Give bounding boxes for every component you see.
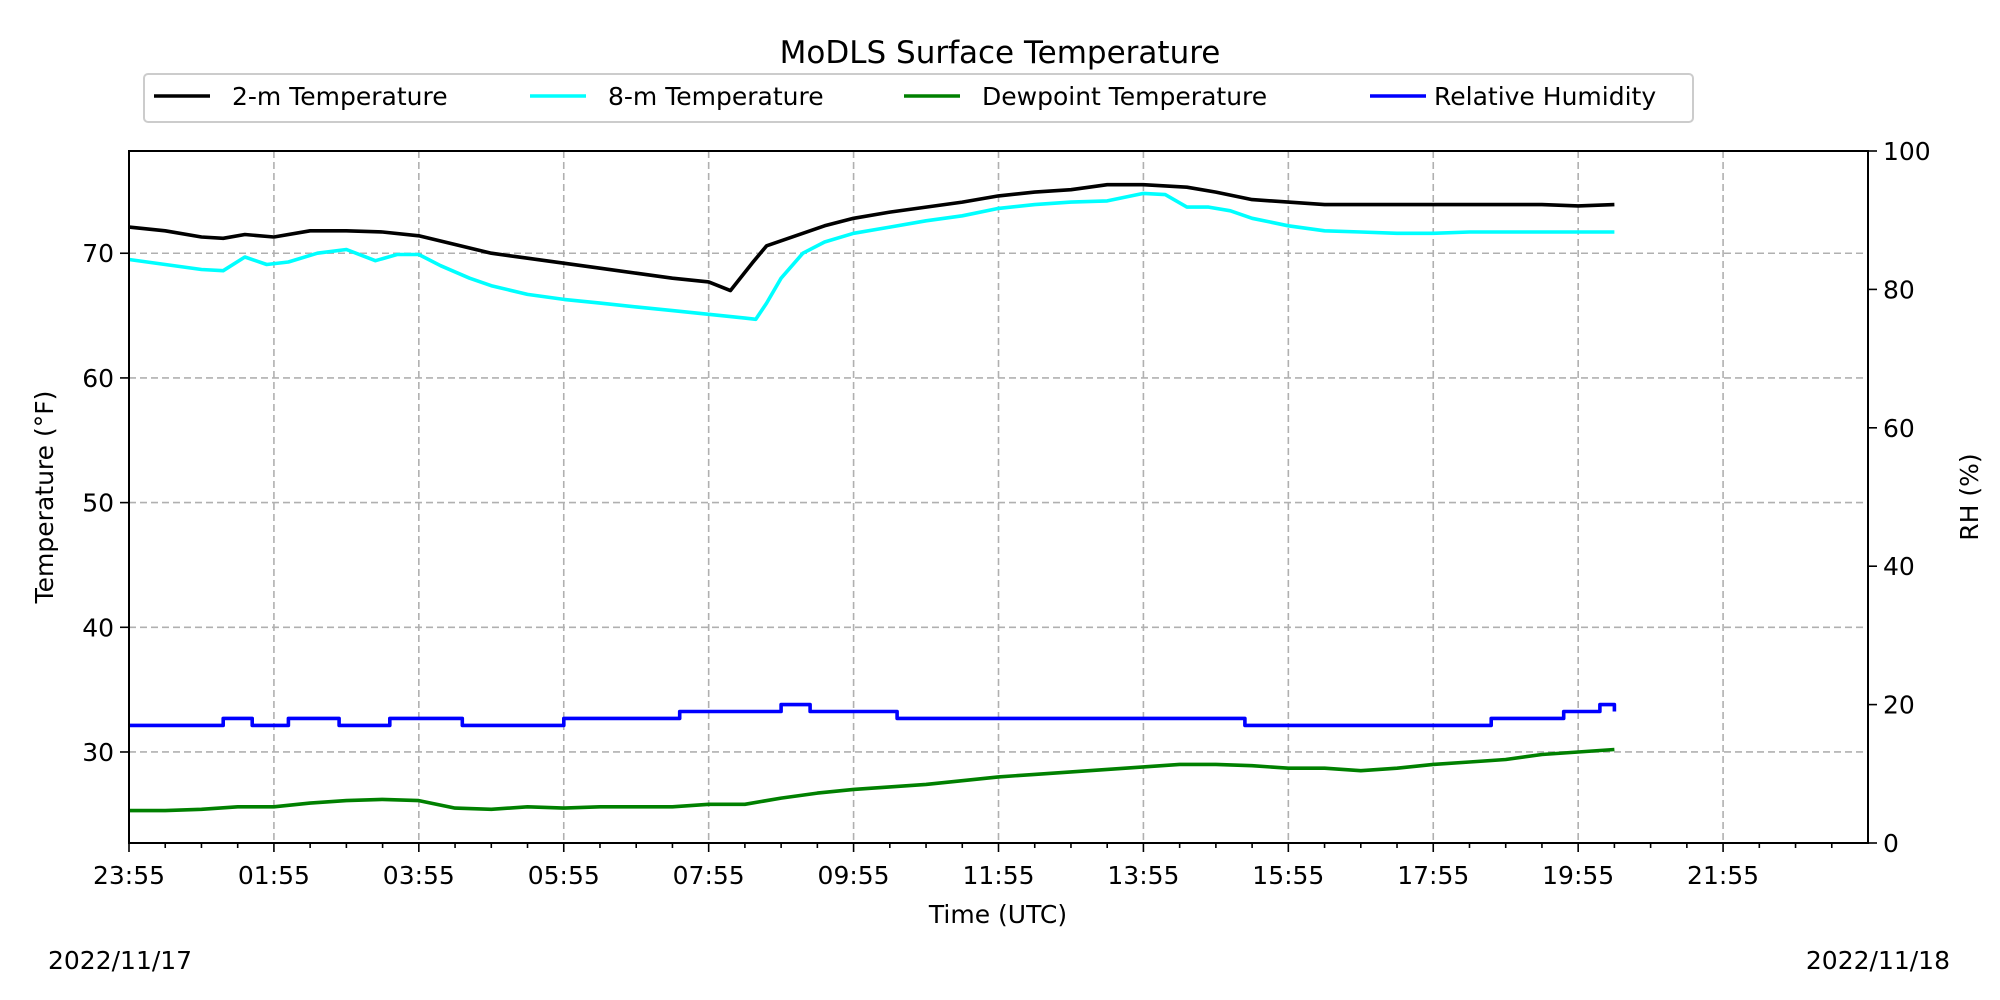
y2-tick-label: 100 <box>1883 137 1931 166</box>
y-tick-label: 30 <box>82 738 114 767</box>
series-line-2-m-temperature <box>128 182 1615 293</box>
legend-label-rh: Relative Humidity <box>1434 82 1656 111</box>
y-axis-label: Temperature (°F) <box>30 391 59 605</box>
start-date-label: 2022/11/17 <box>48 946 192 975</box>
x-tick-label: 13:55 <box>1107 861 1179 890</box>
legend-label-dewpoint: Dewpoint Temperature <box>982 82 1267 111</box>
x-tick-label: 23:55 <box>93 861 165 890</box>
y2-tick-label: 60 <box>1883 414 1915 443</box>
y2-tick-label: 40 <box>1883 552 1915 581</box>
y2-tick-label: 80 <box>1883 275 1915 304</box>
x-tick-label: 01:55 <box>238 861 310 890</box>
y2-tick-label: 0 <box>1883 829 1899 858</box>
y2-axis-label: RH (%) <box>1955 453 1984 540</box>
series-line-8-m-temperature <box>128 191 1615 322</box>
x-tick-label: 09:55 <box>818 861 890 890</box>
x-tick-label: 03:55 <box>383 861 455 890</box>
legend: 2-m Temperature 8-m Temperature Dewpoint… <box>143 73 1694 123</box>
legend-label-8m: 8-m Temperature <box>608 82 824 111</box>
x-tick-label: 21:55 <box>1687 861 1759 890</box>
end-date-label: 2022/11/18 <box>1806 946 1950 975</box>
x-tick-label: 11:55 <box>962 861 1034 890</box>
series-line-dewpoint-temperature <box>129 747 1615 813</box>
grid <box>129 151 1868 843</box>
y-tick-label: 70 <box>82 239 114 268</box>
x-axis-label: Time (UTC) <box>928 900 1067 929</box>
y-tick-label: 50 <box>82 489 114 518</box>
x-tick-label: 17:55 <box>1397 861 1469 890</box>
legend-box <box>143 73 1694 123</box>
y-tick-label: 60 <box>82 364 114 393</box>
series-layer <box>128 182 1617 813</box>
series-line-relative-humidity <box>129 702 1617 728</box>
chart-title: MoDLS Surface Temperature <box>780 35 1221 71</box>
x-tick-label: 15:55 <box>1252 861 1324 890</box>
legend-label-2m: 2-m Temperature <box>232 82 448 111</box>
y-tick-label: 40 <box>82 613 114 642</box>
x-tick-label: 19:55 <box>1542 861 1614 890</box>
x-tick-label: 05:55 <box>528 861 600 890</box>
y2-tick-label: 20 <box>1883 691 1915 720</box>
x-tick-label: 07:55 <box>673 861 745 890</box>
axis-ticks: 23:55 01:55 03:55 05:55 07:55 09:55 11:55 13:55… <box>82 137 1931 890</box>
